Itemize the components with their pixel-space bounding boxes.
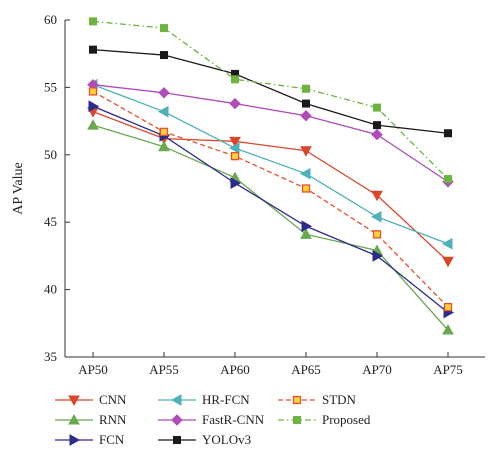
series-line [92, 84, 449, 183]
data-point [300, 146, 312, 157]
data-point [230, 177, 242, 189]
legend-item: HR-FCN [158, 392, 250, 407]
x-tick-label: AP60 [220, 362, 250, 377]
legend-item: RNN [55, 412, 127, 427]
data-point [370, 210, 382, 223]
legend-marker [292, 395, 302, 405]
data-point [229, 97, 241, 110]
data-point [444, 175, 452, 184]
legend-item: FastR-CNN [158, 412, 265, 427]
legend-label: FastR-CNN [202, 412, 265, 427]
legend-item: STDN [278, 392, 357, 407]
data-point [159, 127, 169, 137]
series-line [92, 124, 449, 331]
data-point [87, 119, 99, 130]
y-tick-label: 35 [44, 349, 57, 364]
data-point [373, 103, 381, 112]
data-point [372, 250, 384, 262]
legend-label: STDN [322, 392, 357, 407]
x-tick-label: AP70 [362, 362, 392, 377]
legend-item: Proposed [278, 412, 371, 427]
data-point [371, 128, 383, 141]
series-fastr-cnn [87, 78, 454, 188]
series-layer [86, 17, 455, 335]
y-tick-label: 60 [44, 12, 57, 27]
legend-marker [173, 436, 181, 444]
legend-label: YOLOv3 [202, 432, 251, 447]
data-point [158, 87, 170, 99]
data-point [443, 302, 453, 312]
x-tick-label: AP50 [78, 362, 108, 377]
data-point [88, 100, 100, 113]
series-line [92, 20, 449, 180]
legend-marker [171, 414, 183, 426]
legend-item: FCN [55, 432, 125, 447]
legend-marker [68, 395, 80, 407]
y-tick-label: 55 [44, 79, 57, 94]
data-point [442, 256, 454, 268]
series-line [92, 105, 449, 314]
data-point [302, 99, 310, 108]
legend-label: HR-FCN [202, 392, 250, 407]
legend-marker [170, 394, 182, 406]
data-point [231, 75, 239, 84]
data-point [160, 24, 168, 33]
data-point [157, 105, 169, 118]
legend-label: RNN [99, 412, 127, 427]
series-line [92, 49, 449, 134]
y-axis-title: AP Value [11, 162, 26, 215]
data-point [372, 230, 382, 239]
series-fcn [88, 100, 455, 319]
data-point [230, 151, 240, 161]
series-hr-fcn [86, 78, 453, 250]
data-point [89, 17, 97, 26]
data-point [160, 51, 168, 60]
data-point [299, 167, 311, 180]
legend-label: CNN [99, 392, 127, 407]
data-point [371, 190, 383, 202]
legend-marker [68, 413, 80, 425]
data-point [302, 84, 310, 93]
axes: 35 40 45 50 55 60 AP50 AP55 AP60 AP65 AP70 AP75 AP V… [11, 12, 485, 377]
y-tick-label: 40 [44, 282, 57, 297]
legend-item: YOLOv3 [158, 432, 251, 447]
data-point [300, 110, 312, 122]
legend: CNN RNN FCN HR-FCN FastR-CNN YOLOv3 STDN Propos… [55, 392, 371, 447]
series-line [92, 111, 449, 262]
data-point [89, 45, 97, 54]
legend-label: Proposed [322, 412, 371, 427]
data-point [301, 220, 313, 233]
data-point [158, 140, 170, 152]
series-line [92, 84, 449, 245]
data-point [300, 228, 312, 239]
y-tick-label: 50 [44, 147, 57, 162]
data-point [88, 87, 98, 96]
series-yolov3 [89, 45, 452, 138]
data-point [373, 121, 381, 130]
legend-label: FCN [99, 432, 125, 447]
legend-marker [293, 416, 301, 424]
data-point [229, 136, 241, 148]
data-point [441, 237, 453, 250]
series-rnn [87, 119, 454, 335]
data-point [442, 324, 454, 335]
x-tick-label: AP65 [291, 362, 321, 377]
legend-marker [69, 434, 81, 446]
x-tick-label: AP55 [149, 362, 179, 377]
data-point [228, 142, 240, 154]
y-tick-label: 45 [44, 214, 57, 229]
data-point [301, 184, 311, 193]
x-tick-label: AP75 [433, 362, 463, 377]
series-proposed [89, 17, 452, 184]
legend-item: CNN [55, 392, 127, 407]
series-line [92, 90, 449, 308]
data-point [444, 129, 452, 138]
series-cnn [87, 107, 454, 268]
series-stdn [88, 87, 453, 312]
